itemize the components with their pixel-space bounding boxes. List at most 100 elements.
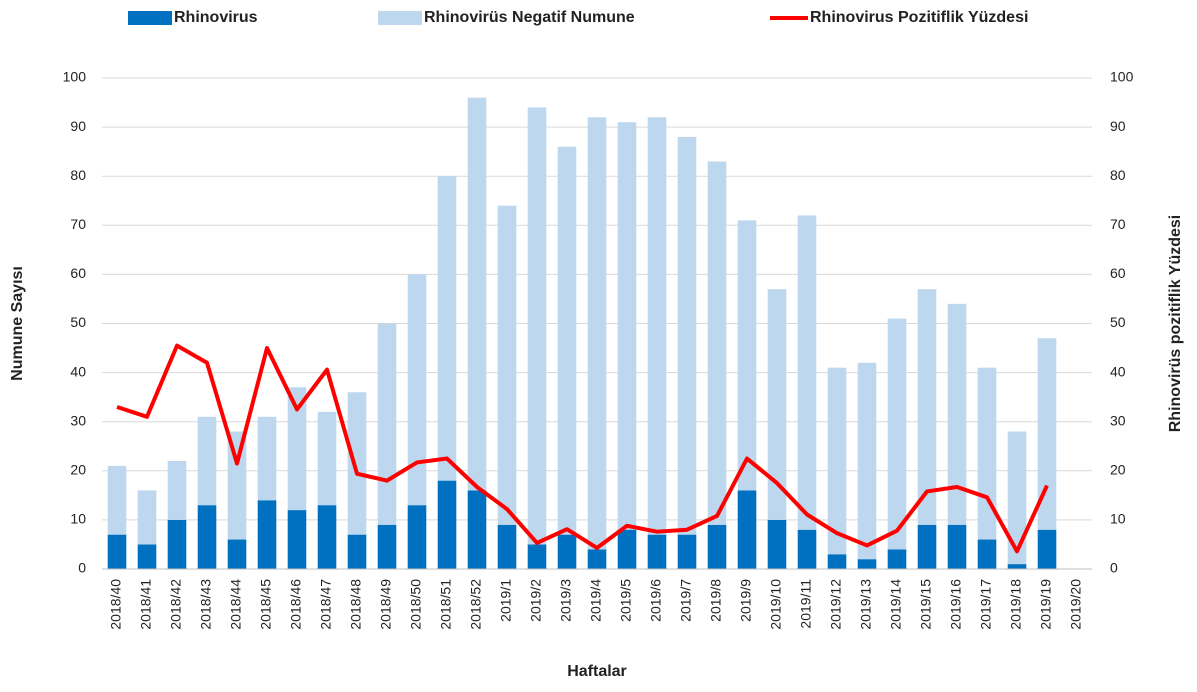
bar [797,529,817,569]
bar [707,161,727,525]
bar [1007,564,1027,569]
bar [317,411,337,506]
bar [737,490,757,569]
bar [587,549,607,569]
bar [617,529,637,569]
bar [887,318,907,550]
x-tick-label: 2019/3 [558,579,574,622]
bar [287,510,307,569]
y-tick-label: 30 [70,412,86,428]
bar [227,539,247,569]
bar [827,554,847,569]
y2-tick-label: 20 [1110,462,1126,478]
bar [647,534,667,569]
bar [527,107,547,545]
bar [887,549,907,569]
bar [947,524,967,569]
bar [977,539,997,569]
x-tick-label: 2018/46 [288,579,304,630]
bar [497,524,517,569]
bar [917,524,937,569]
bar [137,490,157,545]
bar [347,392,367,535]
x-tick-label: 2018/42 [168,579,184,630]
y2-tick-label: 50 [1110,314,1126,330]
bar [167,460,187,520]
bar [527,544,547,569]
x-tick-label: 2018/45 [258,579,274,630]
y2-tick-label: 40 [1110,363,1126,379]
bar [257,500,277,569]
bar [347,534,367,569]
x-tick-label: 2019/12 [828,579,844,630]
x-tick-label: 2019/2 [528,579,544,622]
bar [917,289,937,525]
y2-tick-label: 80 [1110,167,1126,183]
bar [197,505,217,569]
legend-swatch [128,11,172,25]
y2-tick-label: 100 [1110,69,1134,85]
bar [617,122,637,530]
y-tick-label: 70 [70,216,86,232]
bar [377,323,397,525]
bar [677,534,697,569]
x-tick-label: 2018/43 [198,579,214,630]
bar [857,559,877,569]
y2-tick-label: 0 [1110,560,1118,576]
y-tick-label: 60 [70,265,86,281]
bar [107,534,127,569]
y-tick-label: 10 [70,511,86,527]
legend-label: Rhinovirus Pozitiflik Yüzdesi [810,9,1028,26]
bar [437,176,457,481]
x-axis-label: Haftalar [567,663,627,680]
x-tick-label: 2018/41 [138,579,154,630]
x-tick-label: 2018/50 [408,579,424,630]
x-tick-label: 2018/51 [438,579,454,630]
bar [677,136,697,535]
bar [137,544,157,569]
y2-tick-label: 30 [1110,412,1126,428]
bar [587,117,607,550]
x-tick-label: 2019/17 [978,579,994,630]
y-tick-label: 0 [78,560,86,576]
bar [407,274,427,506]
x-tick-label: 2019/7 [678,579,694,622]
y-tick-label: 80 [70,167,86,183]
x-tick-label: 2018/52 [468,579,484,630]
x-tick-label: 2018/44 [228,579,244,630]
x-tick-label: 2019/10 [768,579,784,630]
y2-axis-label: Rhinovirüs pozitiflik Yüzdesi [1167,215,1184,433]
bar [197,416,217,506]
x-tick-label: 2019/5 [618,579,634,622]
x-tick-label: 2019/14 [888,579,904,630]
x-tick-label: 2019/8 [708,579,724,622]
legend-label: Rhinovirüs Negatif Numune [424,9,635,26]
bar [557,146,577,535]
y2-tick-label: 90 [1110,118,1126,134]
y2-tick-label: 60 [1110,265,1126,281]
x-tick-label: 2019/6 [648,579,664,622]
bar [737,220,757,491]
y-axis-label: Numune Sayısı [9,266,26,381]
bar [1007,431,1027,565]
x-tick-label: 2018/48 [348,579,364,630]
legend-label: Rhinovirus [174,9,258,26]
x-tick-label: 2018/40 [108,579,124,630]
bar [227,431,247,540]
x-tick-label: 2018/49 [378,579,394,630]
bar [1037,338,1057,530]
y2-tick-label: 70 [1110,216,1126,232]
line [116,343,1049,554]
bar [857,362,877,560]
x-tick-label: 2019/1 [498,579,514,622]
y-tick-label: 90 [70,118,86,134]
y-tick-label: 40 [70,363,86,379]
y-tick-label: 20 [70,462,86,478]
x-tick-label: 2019/15 [918,579,934,630]
bar [707,524,727,569]
bar [767,289,787,520]
bar [827,367,847,555]
bar [107,465,127,535]
bar [377,524,397,569]
